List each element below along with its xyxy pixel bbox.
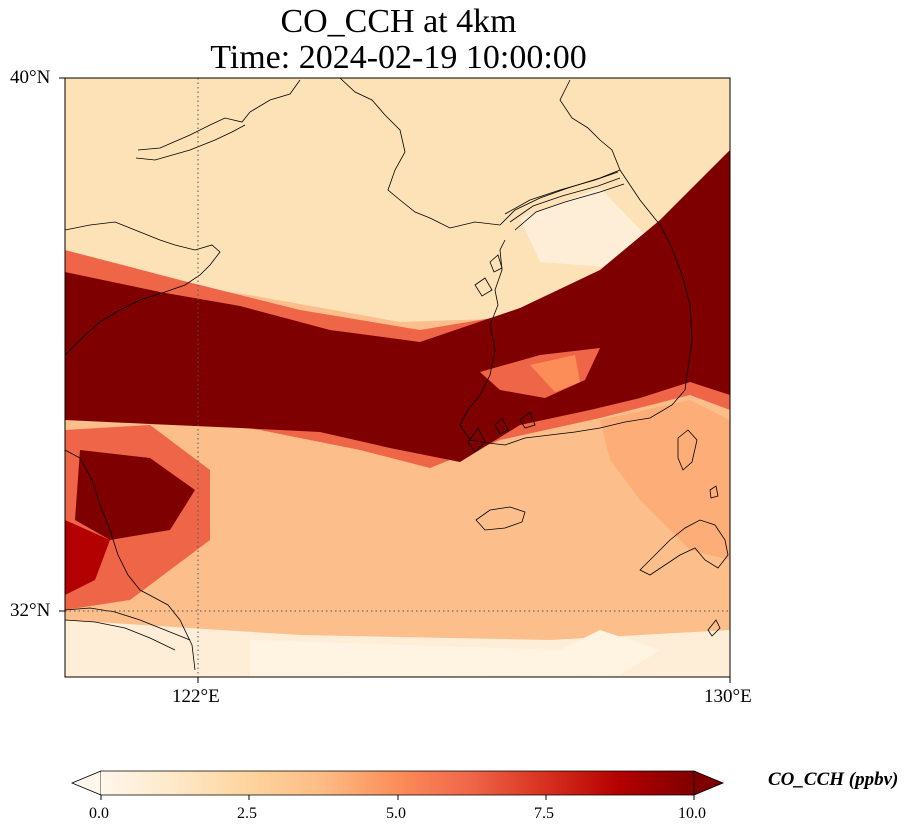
lat-tick-label-40n: 40°N <box>10 68 50 88</box>
colorbar-label: CO_CCH (ppbv) <box>768 769 898 791</box>
colorbar-extend-high <box>694 771 723 795</box>
lat-tick-label-32n: 32°N <box>10 601 50 621</box>
map-figure <box>0 0 921 836</box>
colorbar-tick-label: 7.5 <box>534 805 554 823</box>
colorbar-tick-label: 2.5 <box>237 805 257 823</box>
colorbar-tick-label: 0.0 <box>89 805 109 823</box>
concentration-field <box>65 78 730 677</box>
lon-tick-label-122e: 122°E <box>172 687 220 707</box>
colorbar-ticks <box>101 795 694 800</box>
colorbar-extend-low <box>72 771 101 795</box>
colorbar-tick-label: 5.0 <box>386 805 406 823</box>
lon-tick-label-130e: 130°E <box>704 687 752 707</box>
colorbar-gradient <box>101 771 694 795</box>
colorbar-tick-label: 10.0 <box>678 805 706 823</box>
